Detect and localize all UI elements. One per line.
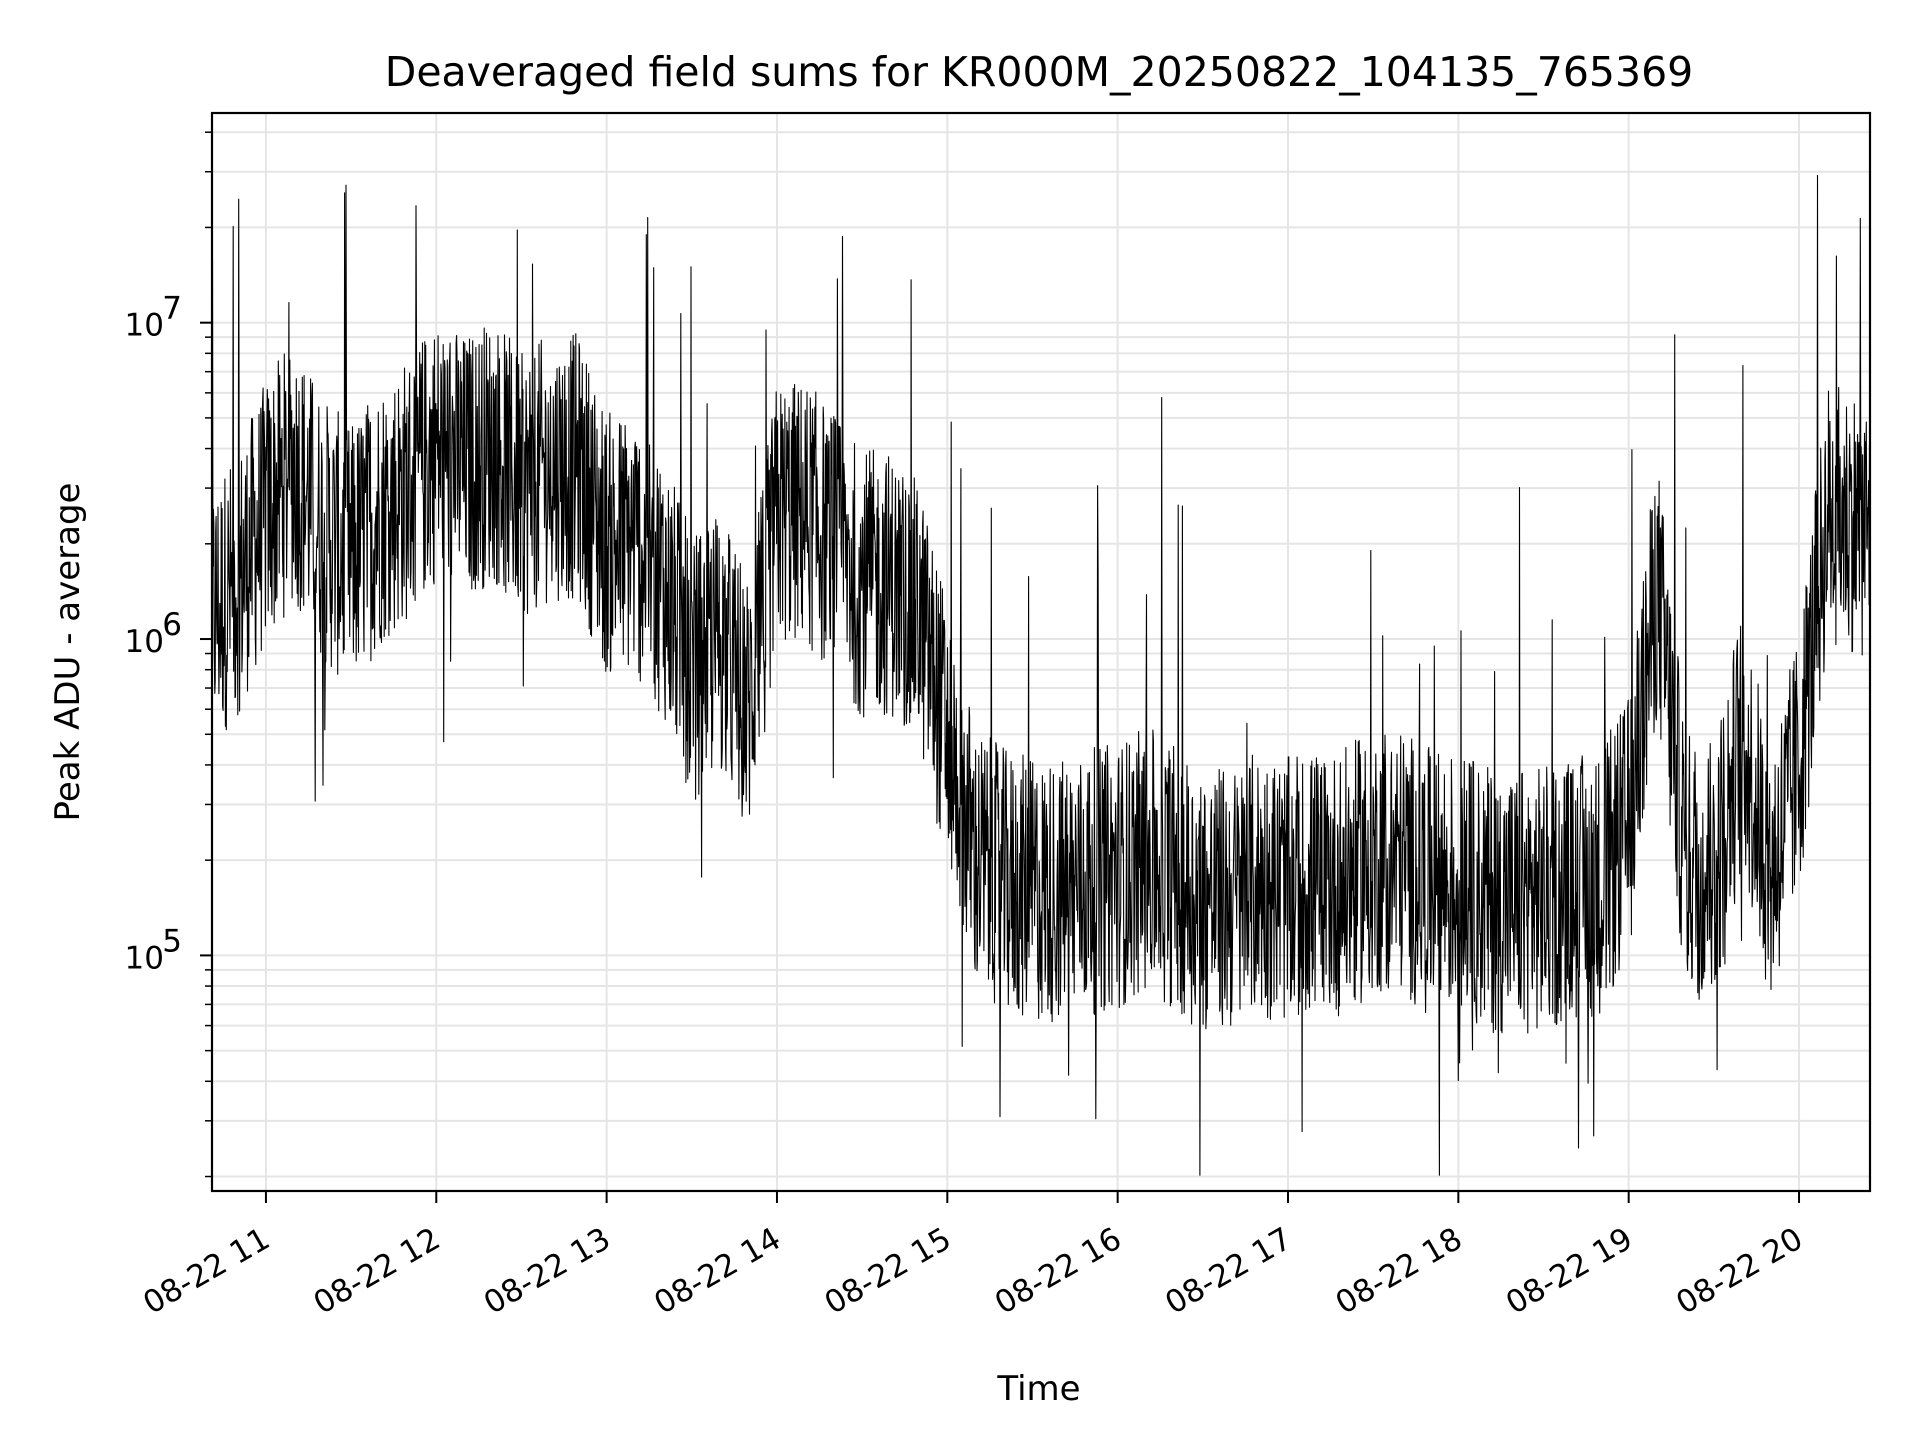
x-tick-label: 08-22 15: [819, 1221, 958, 1322]
x-tick-label: 08-22 13: [478, 1221, 617, 1322]
x-tick-label: 08-22 17: [1159, 1221, 1298, 1322]
x-axis-label: Time: [996, 1369, 1080, 1409]
y-tick-label: 10: [125, 940, 164, 976]
x-tick-label: 08-22 12: [308, 1221, 447, 1322]
chart-title: Deaveraged field sums for KR000M_2025082…: [385, 48, 1694, 96]
y-tick-label: 10: [125, 308, 164, 344]
series-line: [211, 174, 1871, 1176]
x-axis: 08-22 11 08-22 12 08-22 13 08-22 14 08-22 15…: [137, 1191, 1809, 1322]
y-tick-exponent: 6: [162, 607, 182, 643]
grid: [212, 113, 1870, 1191]
x-tick-label: 08-22 11: [137, 1221, 276, 1322]
axes-frame: [210, 111, 1872, 1193]
y-tick-exponent: 7: [162, 291, 182, 327]
x-tick-label: 08-22 16: [989, 1221, 1128, 1322]
y-axis-label: Peak ADU - average: [48, 483, 88, 822]
plot-area: [211, 174, 1871, 1176]
x-tick-label: 08-22 18: [1330, 1221, 1469, 1322]
y-tick-label: 10: [125, 624, 164, 660]
x-tick-label: 08-22 20: [1670, 1221, 1809, 1322]
x-tick-label: 08-22 19: [1500, 1221, 1639, 1322]
x-tick-label: 08-22 14: [648, 1221, 787, 1322]
y-tick-exponent: 5: [162, 923, 182, 959]
